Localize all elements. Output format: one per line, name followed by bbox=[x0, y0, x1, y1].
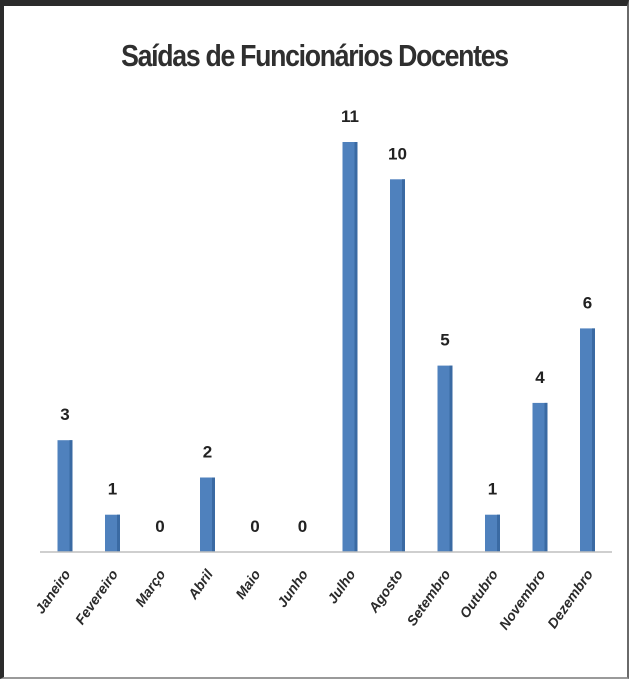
data-label-julho: 11 bbox=[341, 107, 359, 126]
bar-agosto bbox=[390, 179, 405, 553]
data-label-marco: 0 bbox=[155, 517, 164, 536]
tick-label-setembro: Setembro bbox=[403, 566, 453, 628]
bar-shade-julho bbox=[354, 142, 358, 552]
bar-fevereiro bbox=[105, 514, 120, 552]
chart-title: Saídas de Funcionários Docentes bbox=[121, 38, 509, 73]
bar-abril bbox=[200, 477, 215, 552]
tick-label-outubro: Outubro bbox=[456, 566, 501, 621]
data-label-maio: 0 bbox=[250, 517, 259, 536]
bar-shade-outubro bbox=[497, 514, 500, 552]
bar-novembro bbox=[532, 402, 548, 552]
bar-julho bbox=[342, 142, 358, 552]
tick-label-agosto: Agosto bbox=[365, 566, 407, 616]
bar-shade-janeiro bbox=[69, 440, 73, 552]
data-label-setembro: 5 bbox=[440, 331, 449, 350]
tick-label-marco: Março bbox=[132, 566, 169, 609]
data-label-janeiro: 3 bbox=[60, 405, 69, 424]
tick-label-junho: Junho bbox=[274, 566, 311, 610]
tick-label-julho: Julho bbox=[324, 566, 359, 606]
tick-label-abril: Abril bbox=[184, 566, 217, 603]
bar-janeiro bbox=[57, 440, 73, 552]
bar-setembro bbox=[437, 365, 453, 552]
bar-shade-novembro bbox=[544, 402, 548, 552]
data-label-abril: 2 bbox=[203, 443, 212, 462]
tick-label-maio: Maio bbox=[232, 566, 264, 602]
data-label-junho: 0 bbox=[298, 517, 307, 536]
tick-label-fevereiro: Fevereiro bbox=[72, 566, 122, 627]
bar-shade-agosto bbox=[402, 179, 405, 553]
tick-label-novembro: Novembro bbox=[496, 566, 549, 632]
bar-shade-fevereiro bbox=[117, 514, 120, 552]
tick-label-dezembro: Dezembro bbox=[544, 566, 596, 631]
data-label-dezembro: 6 bbox=[583, 293, 592, 312]
data-label-agosto: 10 bbox=[388, 144, 407, 163]
data-label-novembro: 4 bbox=[535, 368, 545, 387]
data-label-outubro: 1 bbox=[488, 480, 497, 499]
bar-shade-abril bbox=[212, 477, 215, 552]
tick-label-janeiro: Janeiro bbox=[32, 566, 74, 616]
data-label-fevereiro: 1 bbox=[108, 480, 117, 499]
bar-shade-dezembro bbox=[592, 328, 595, 552]
bar-dezembro bbox=[580, 328, 595, 552]
bars-layer bbox=[57, 142, 595, 553]
bar-outubro bbox=[485, 514, 500, 552]
bar-shade-setembro bbox=[449, 365, 453, 552]
